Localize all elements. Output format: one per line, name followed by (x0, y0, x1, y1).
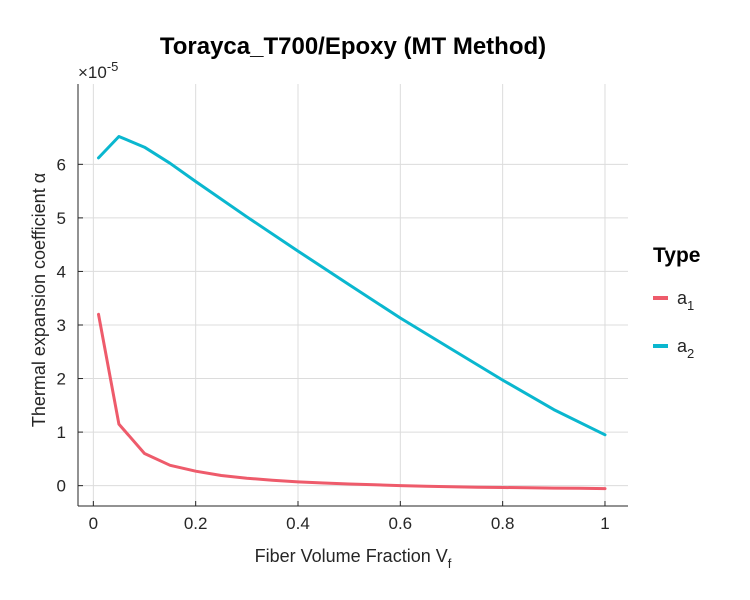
legend-label: a2 (677, 336, 694, 361)
grid (78, 84, 628, 506)
x-tick-label: 0.8 (491, 514, 515, 533)
chart-title: Torayca_T700/Epoxy (MT Method) (160, 33, 546, 60)
series-lines (97, 135, 607, 491)
legend: Type a1 a2 (653, 244, 700, 361)
x-tick-label: 0.6 (389, 514, 413, 533)
y-tick-label: 3 (57, 316, 66, 335)
y-tick-label: 1 (57, 423, 66, 442)
y-axis-label: Thermal expansion coefficient α (29, 173, 49, 427)
y-tick-label: 5 (57, 209, 66, 228)
legend-title: Type (653, 244, 700, 267)
x-tick-label: 1 (600, 514, 609, 533)
x-tick-label: 0 (89, 514, 98, 533)
y-tick-label: 4 (57, 262, 66, 281)
y-tick-label: 6 (57, 155, 66, 174)
x-ticks: 0 0.2 0.4 0.6 0.8 1 (89, 501, 610, 533)
axes (77, 84, 628, 507)
series-line-a1 (97, 312, 607, 491)
x-tick-label: 0.2 (184, 514, 208, 533)
y-exponent: ×10-5 (78, 59, 118, 82)
y-tick-label: 2 (57, 370, 66, 389)
x-tick-label: 0.4 (286, 514, 310, 533)
y-tick-label: 0 (57, 477, 66, 496)
y-ticks: 0 1 2 3 4 5 6 (57, 155, 83, 496)
legend-label: a1 (677, 288, 694, 313)
x-axis-label: Fiber Volume Fraction Vf (255, 546, 452, 571)
series-line-a2 (97, 135, 607, 437)
